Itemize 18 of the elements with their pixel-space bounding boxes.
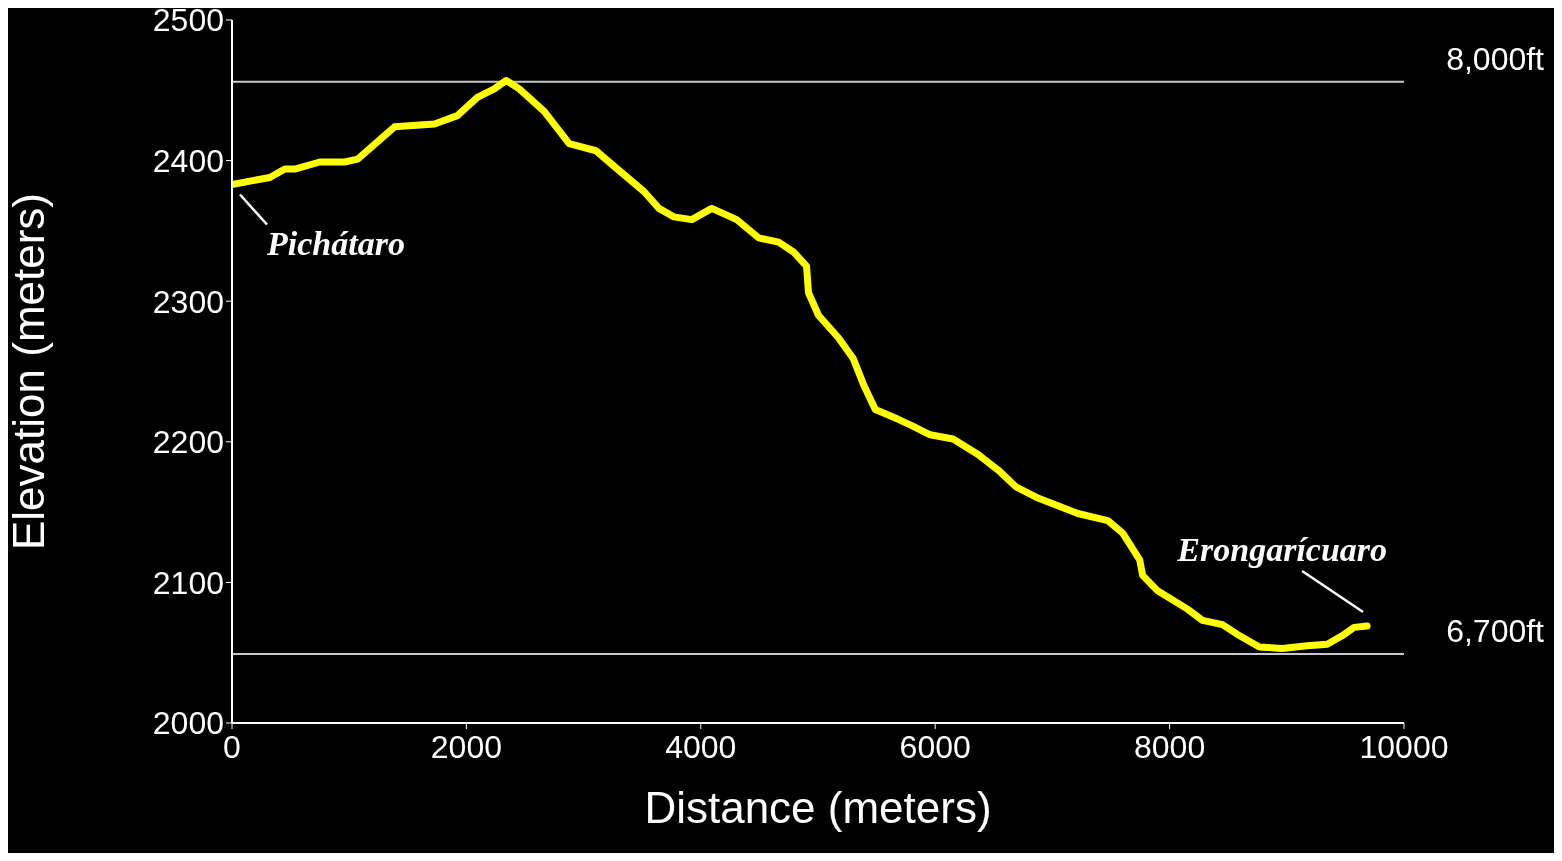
y-tick-label: 2300 [152,283,224,320]
y-axis-title: Elevation (meters) [3,192,53,551]
y-tick-label: 2100 [152,564,224,601]
x-axis-title: Distance (meters) [644,783,992,832]
y-tick-label: 2200 [152,424,224,461]
x-tick-label: 6000 [899,728,971,765]
x-tick-label: 4000 [665,728,737,765]
annotation: Erongarícuaro [1176,530,1388,568]
ref-line-label: 8,000ft [1446,40,1545,77]
x-tick-label: 0 [223,728,241,765]
y-tick-label: 2500 [152,2,224,39]
ref-line-label: 6,700ft [1446,613,1545,650]
y-tick-label: 2000 [152,705,224,742]
x-tick-label: 10000 [1359,728,1449,765]
annotation: Pichátaro [266,224,405,262]
y-tick-label: 2400 [152,142,224,179]
x-tick-label: 2000 [430,728,502,765]
x-tick-label: 8000 [1134,728,1206,765]
